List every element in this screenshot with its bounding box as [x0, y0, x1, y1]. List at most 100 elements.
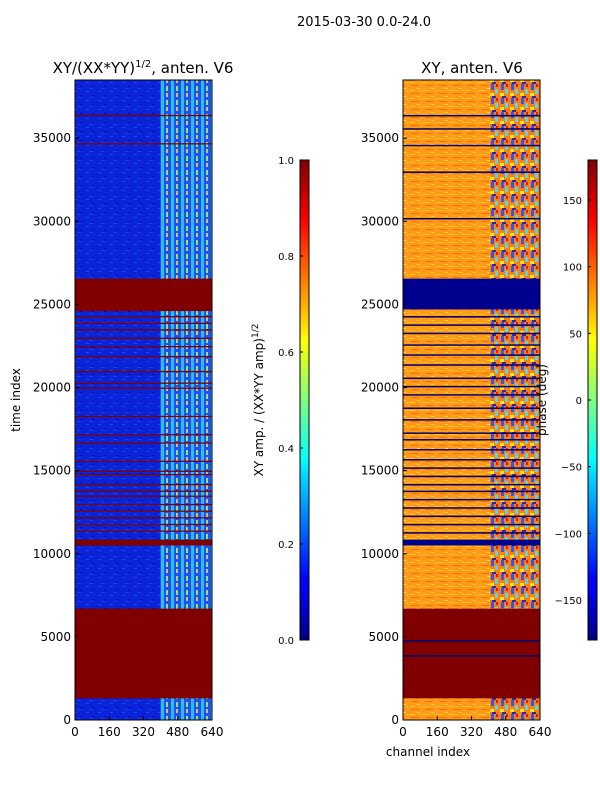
phase-cb-tick-label-6: 150 [563, 196, 582, 207]
phase-blue-line-15 [403, 419, 540, 421]
amp-ytick-label-3: 15000 [33, 464, 71, 478]
amp-red-line-14 [75, 460, 212, 462]
phase-blue-line-23 [403, 490, 540, 493]
amp-xtick-label-0: 0 [71, 725, 79, 739]
amp-red-line-19 [75, 495, 212, 497]
phase-ytick-label-1: 5000 [368, 630, 399, 644]
phase-colorbar-ticks: −150 −100 −50 0 50 100 150 [555, 196, 591, 607]
amp-red-line-24 [75, 530, 212, 532]
amp-ytick-label-0: 0 [63, 713, 71, 727]
phase-band-0 [403, 608, 540, 699]
phase-cb-tick-label-5: 100 [563, 263, 582, 274]
phase-xtick-label-4: 640 [529, 725, 552, 739]
amp-xtick-label-4: 640 [201, 725, 224, 739]
phase-ytick-label-4: 20000 [361, 381, 399, 395]
amp-red-line-16 [75, 473, 212, 476]
phase-blue-line-4 [403, 217, 540, 220]
phase-x-ticks: 0 160 320 480 640 [399, 716, 551, 739]
amp-red-line-21 [75, 510, 212, 512]
phase-blue-line-16 [403, 432, 540, 434]
phase-blue-line-19 [403, 459, 540, 461]
phase-cb-tick-label-0: −150 [555, 596, 582, 607]
phase-band-2 [403, 539, 540, 546]
phase-blue-line-24 [403, 498, 540, 501]
amp-red-line-20 [75, 503, 212, 506]
phase-band-1 [403, 278, 540, 310]
phase-bands [403, 278, 540, 699]
amp-band-0 [75, 608, 212, 699]
amp-red-line-8 [75, 370, 212, 373]
phase-ytick-label-5: 25000 [361, 297, 399, 311]
amp-ytick-label-2: 10000 [33, 547, 71, 561]
amp-title-tail: , anten. V6 [151, 59, 233, 77]
phase-blue-line-1 [403, 128, 540, 130]
phase-blue-line-18 [403, 449, 540, 451]
amp-colorbar-label-main: XY amp. / (XX*YY amp) [252, 338, 266, 476]
phase-blue-line-12 [403, 385, 540, 388]
phase-blue-line-17 [403, 439, 540, 441]
amp-red-line-15 [75, 470, 212, 472]
amp-red-line-10 [75, 387, 212, 389]
phase-ytick-label-7: 35000 [361, 131, 399, 145]
phase-blue-line-10 [403, 364, 540, 366]
phase-blue-line-5 [403, 316, 540, 318]
amp-heatmap: 0 160 320 480 640 0 5000 10000 15000 20000 25000 3… [33, 79, 223, 739]
amp-ytick-label-1: 5000 [40, 630, 71, 644]
amp-red-line-22 [75, 517, 212, 519]
phase-ytick-label-3: 15000 [361, 464, 399, 478]
amp-band-3 [75, 539, 212, 546]
amp-xtick-label-2: 320 [132, 725, 155, 739]
amp-colorbar-ticks: 0.0 0.2 0.4 0.6 0.8 1.0 [278, 156, 303, 647]
phase-blue-line-28 [403, 532, 540, 534]
phase-blue-line-2 [403, 144, 540, 147]
phase-colorbar: −150 −100 −50 0 50 100 150 [555, 159, 598, 641]
amp-red-line-6 [75, 345, 212, 348]
amp-red-line-23 [75, 523, 212, 526]
phase-blue-line-9 [403, 354, 540, 356]
amp-red-line-17 [75, 483, 212, 486]
amp-ytick-label-7: 35000 [33, 131, 71, 145]
phase-blue-line-3 [403, 171, 540, 173]
amp-y-ticks: 0 5000 10000 15000 20000 25000 30000 35000 [33, 131, 79, 727]
phase-blue-line-7 [403, 332, 540, 335]
phase-blue-line-29 [403, 640, 540, 642]
phase-y-ticks: 0 5000 10000 15000 20000 25000 30000 35000 [361, 131, 407, 727]
phase-blue-line-20 [403, 467, 540, 469]
phase-cb-tick-label-2: −50 [561, 463, 582, 474]
amp-red-line-7 [75, 355, 212, 358]
amp-ytick-label-6: 30000 [33, 214, 71, 228]
x-axis-label: channel index [386, 745, 470, 759]
amp-x-ticks: 0 160 320 480 640 [71, 716, 223, 739]
phase-blue-line-21 [403, 475, 540, 478]
figure-suptitle: 2015-03-30 0.0-24.0 [297, 15, 431, 30]
amp-red-line-4 [75, 329, 212, 331]
amp-red-line-5 [75, 337, 212, 339]
phase-xtick-label-2: 320 [460, 725, 483, 739]
amp-title-sup: 1/2 [135, 59, 151, 70]
phase-ytick-label-2: 10000 [361, 547, 399, 561]
amp-red-line-11 [75, 415, 212, 418]
amp-red-lines [75, 114, 212, 532]
phase-xtick-label-1: 160 [426, 725, 449, 739]
amp-cb-tick-label-2: 0.4 [278, 444, 294, 455]
phase-blue-line-30 [403, 655, 540, 657]
phase-blue-line-22 [403, 483, 540, 486]
amp-red-line-2 [75, 316, 212, 318]
amp-xtick-label-3: 480 [166, 725, 189, 739]
amp-red-line-9 [75, 382, 212, 384]
amp-cb-tick-label-0: 0.0 [278, 636, 294, 647]
amp-ytick-label-5: 25000 [33, 297, 71, 311]
amp-panel-title: XY/(XX*YY)1/2, anten. V6 [53, 59, 234, 77]
phase-panel-title: XY, anten. V6 [421, 59, 523, 77]
amp-cb-tick-label-5: 1.0 [278, 156, 294, 167]
amp-cb-tick-label-1: 0.2 [278, 540, 294, 551]
amp-cb-tick-label-3: 0.6 [278, 348, 294, 359]
phase-colorbar-label: phase (deg) [535, 364, 549, 436]
phase-blue-line-0 [403, 114, 540, 117]
amp-colorbar-label-sup: 1/2 [251, 324, 261, 338]
phase-cb-tick-label-1: −100 [555, 529, 582, 540]
amp-cb-tick-label-4: 0.8 [278, 252, 294, 263]
phase-ytick-label-0: 0 [391, 713, 399, 727]
phase-blue-line-6 [403, 324, 540, 326]
